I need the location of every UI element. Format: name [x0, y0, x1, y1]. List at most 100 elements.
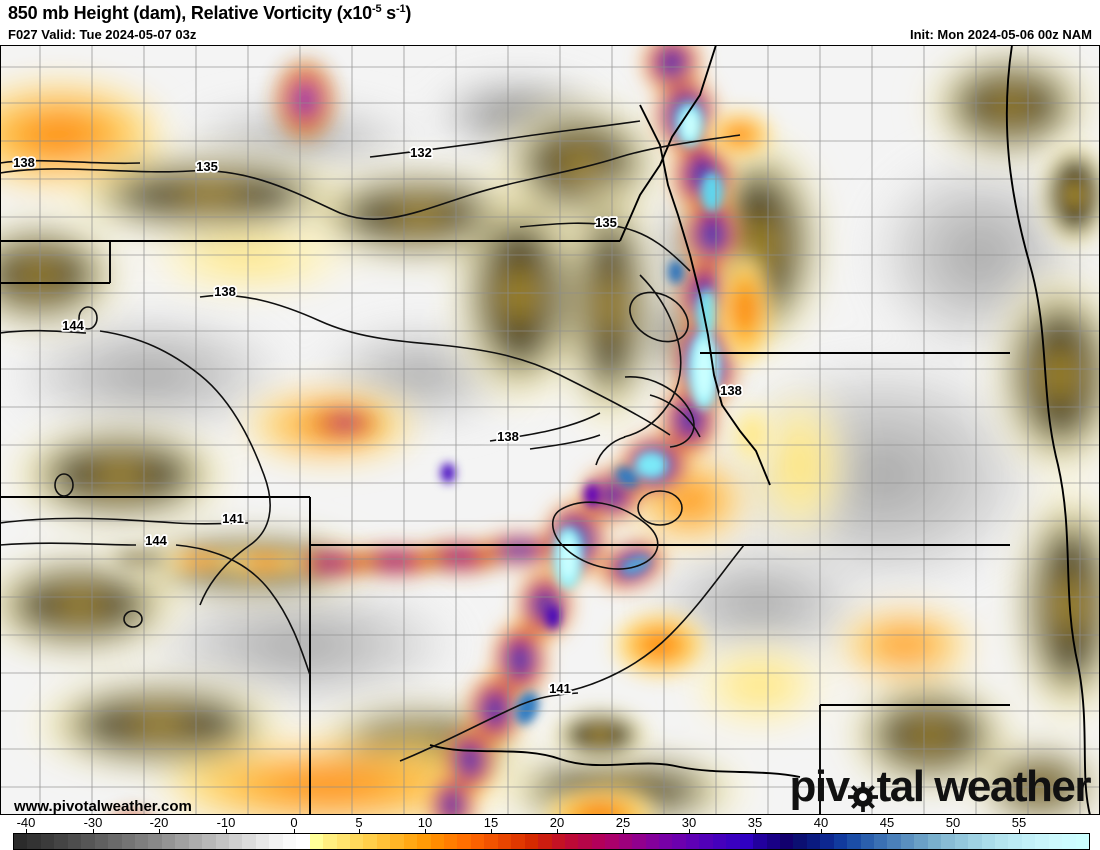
colorbar-swatch: [874, 834, 888, 849]
gear-icon: [847, 776, 878, 812]
colorbar-swatch: [672, 834, 686, 849]
colorbar-swatch: [94, 834, 109, 849]
contour-label: 141: [222, 511, 244, 526]
colorbar-swatch: [242, 834, 256, 849]
colorbar-swatch: [914, 834, 928, 849]
county-boundaries: [0, 45, 1100, 815]
colorbar-tick-mark: [93, 829, 94, 833]
contour-label: 144: [62, 318, 84, 333]
colorbar-swatch: [202, 834, 216, 849]
colorbar-swatch: [739, 834, 754, 849]
contour-label-halo: 132: [410, 145, 432, 160]
colorbar-tick-label: -30: [83, 815, 103, 830]
colorbar-tick-labels: -40 -30 -20 -10 0 5 10 15 20 25 30 35 40 45 50 55: [0, 815, 1100, 833]
colorbar-swatch: [954, 834, 969, 849]
colorbar-swatch: [685, 834, 700, 849]
colorbar-swatch: [900, 834, 915, 849]
colorbar-tick-mark: [359, 829, 360, 833]
colorbar-tick-label: 55: [1011, 815, 1027, 830]
colorbar-tick-label: 35: [747, 815, 763, 830]
init-time-label: Init: Mon 2024-05-06 00z NAM: [909, 27, 1092, 42]
colorbar-tick-mark: [953, 829, 954, 833]
colorbar-swatch: [497, 834, 512, 849]
colorbar-swatch: [349, 834, 364, 849]
colorbar-swatch: [390, 834, 404, 849]
colorbar-swatch: [860, 834, 874, 849]
colorbar-swatch: [551, 834, 565, 849]
contour-label-halo: 138: [720, 383, 742, 398]
height-contours: [0, 120, 745, 762]
colorbar-swatch: [618, 834, 633, 849]
contour-label-halo: 138: [214, 284, 236, 299]
colorbar-swatch: [524, 834, 539, 849]
colorbar-swatch: [470, 834, 485, 849]
colorbar-swatch: [820, 834, 834, 849]
colorbar-swatch: [363, 834, 377, 849]
colorbar-swatch: [564, 834, 579, 849]
colorbar-tick-mark: [821, 829, 822, 833]
contour-label-halo: 138: [497, 429, 519, 444]
colorbar-swatch: [336, 834, 350, 849]
colorbar-swatch: [578, 834, 592, 849]
vorticity-fill-layer: [0, 45, 1100, 815]
contour-label: 138: [720, 383, 742, 398]
colorbar-swatch: [215, 834, 229, 849]
colorbar-tick-mark: [491, 829, 492, 833]
colorbar-swatch: [779, 834, 794, 849]
colorbar-tick-mark: [1019, 829, 1020, 833]
colorbar-swatch: [444, 834, 458, 849]
colorbar-swatch: [403, 834, 418, 849]
colorbar-swatch: [591, 834, 606, 849]
colorbar-swatch: [457, 834, 471, 849]
contour-label: 144: [145, 533, 167, 548]
contour-label-halo: 144: [62, 318, 84, 333]
colorbar-swatch: [40, 834, 55, 849]
colorbar-swatch: [175, 834, 189, 849]
contour-label: 141: [549, 681, 571, 696]
colorbar-swatch: [538, 834, 552, 849]
colorbar-swatch: [255, 834, 270, 849]
header: 850 mb Height (dam), Relative Vorticity …: [0, 0, 1100, 45]
colorbar-swatch: [121, 834, 135, 849]
colorbar-swatch: [699, 834, 713, 849]
colorbar-swatch: [632, 834, 646, 849]
colorbar-tick-mark: [294, 829, 295, 833]
colorbar-swatch: [981, 834, 995, 849]
colorbar-swatch: [282, 834, 297, 849]
colorbar-tick-label: 0: [290, 815, 298, 830]
colorbar-swatch: [887, 834, 901, 849]
colorbar-swatch: [847, 834, 861, 849]
contour-label-halo: 135: [196, 159, 218, 174]
colorbar-swatch: [27, 834, 41, 849]
colorbar-swatch: [376, 834, 391, 849]
title-mid: s: [381, 3, 396, 23]
colorbar-swatch: [108, 834, 122, 849]
colorbar-tick-mark: [26, 829, 27, 833]
colorbar-tick-label: 10: [417, 815, 433, 830]
colorbar-swatch: [188, 834, 203, 849]
colorbar-tick-label: 45: [879, 815, 895, 830]
colorbar-tick-mark: [755, 829, 756, 833]
contour-label-group: 1321321351351381381351351381381441441381…: [11, 143, 743, 698]
colorbar-swatch: [296, 834, 310, 849]
colorbar-tick-mark: [887, 829, 888, 833]
contour-label-halo: 141: [222, 511, 244, 526]
colorbar-swatch: [645, 834, 659, 849]
colorbar-swatch: [1075, 834, 1089, 849]
contour-label: 135: [196, 159, 218, 174]
colorbar-swatch: [161, 834, 176, 849]
map-canvas[interactable]: 132 132 135 135 138 138 135 135 138 138 144 144 138 1…: [0, 45, 1100, 815]
colorbar-gradient-strip[interactable]: [13, 833, 1090, 850]
colorbar-swatch: [1048, 834, 1063, 849]
colorbar-tick-mark: [557, 829, 558, 833]
colorbar-swatch: [229, 834, 243, 849]
colorbar-tick-mark: [689, 829, 690, 833]
colorbar-swatch: [806, 834, 821, 849]
contour-label: 135: [595, 215, 617, 230]
colorbar-swatch: [941, 834, 955, 849]
colorbar-swatch: [511, 834, 525, 849]
pivotal-weather-logo: piv: [790, 765, 1092, 812]
colorbar-swatch: [54, 834, 68, 849]
colorbar[interactable]: -40 -30 -20 -10 0 5 10 15 20 25 30 35 40 45 50 55: [0, 815, 1100, 850]
